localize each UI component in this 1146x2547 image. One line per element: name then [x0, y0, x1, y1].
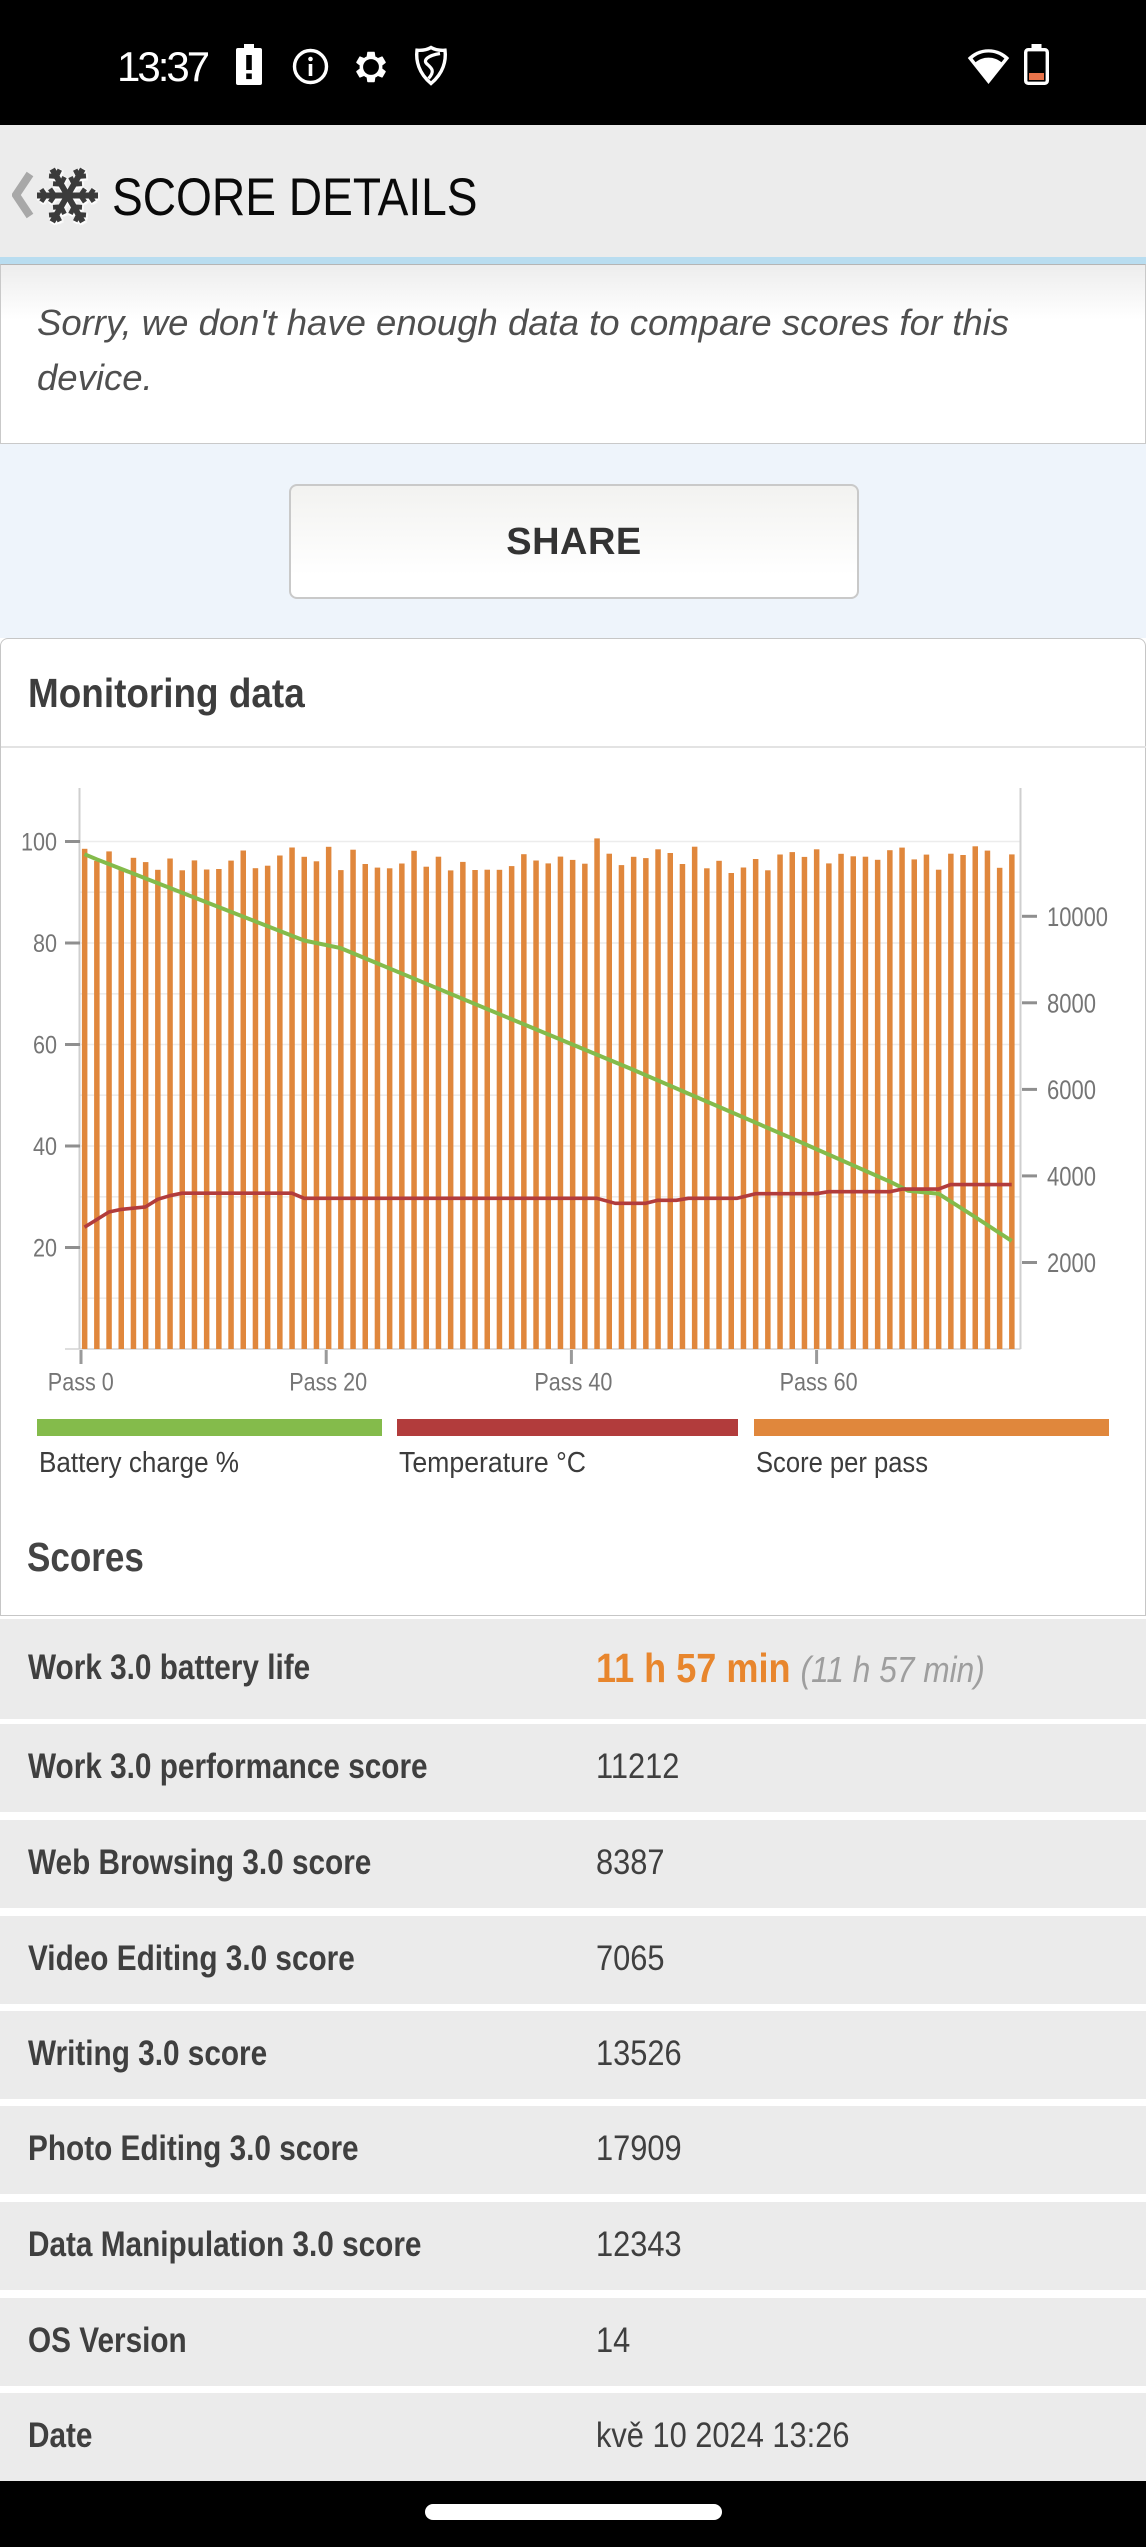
svg-text:8000: 8000 [1047, 988, 1096, 1018]
svg-text:60: 60 [33, 1032, 57, 1060]
svg-text:Pass 40: Pass 40 [534, 1369, 612, 1397]
svg-text:Pass 0: Pass 0 [48, 1369, 114, 1397]
svg-text:Pass 20: Pass 20 [289, 1369, 367, 1397]
svg-text:80: 80 [33, 930, 57, 958]
svg-text:6000: 6000 [1047, 1075, 1096, 1105]
svg-text:Score per pass: Score per pass [756, 1447, 928, 1479]
svg-text:Temperature °C: Temperature °C [399, 1447, 586, 1479]
svg-text:10000: 10000 [1047, 902, 1108, 932]
svg-text:Pass 60: Pass 60 [780, 1369, 858, 1397]
svg-text:20: 20 [33, 1235, 57, 1263]
svg-text:4000: 4000 [1047, 1161, 1096, 1191]
svg-text:2000: 2000 [1047, 1248, 1096, 1278]
svg-text:100: 100 [21, 829, 57, 857]
svg-text:40: 40 [33, 1133, 57, 1161]
svg-text:Battery charge %: Battery charge % [39, 1447, 239, 1479]
